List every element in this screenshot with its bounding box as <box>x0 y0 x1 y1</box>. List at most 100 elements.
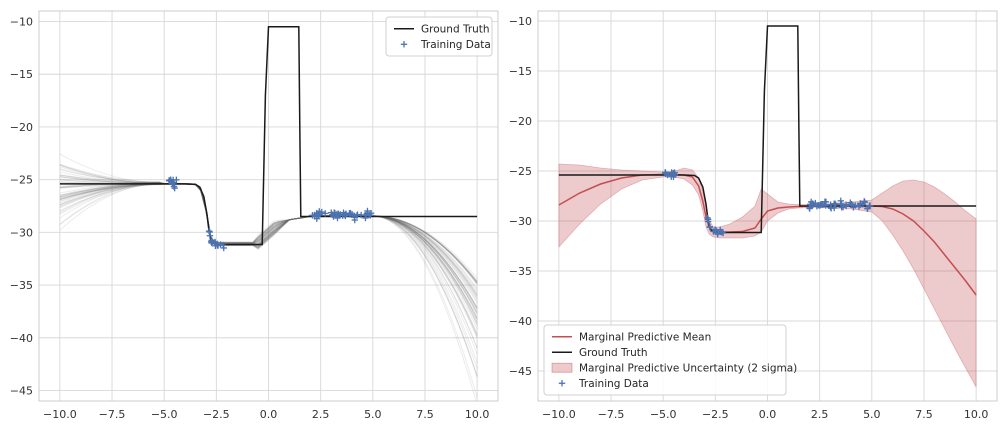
sample-line <box>59 183 478 297</box>
sample-line <box>59 183 478 319</box>
sample-line <box>59 182 478 282</box>
left-x-tick-label: −7.5 <box>99 408 126 421</box>
training-data-point <box>670 171 677 178</box>
training-data-point <box>852 202 859 209</box>
sample-line <box>59 183 478 369</box>
right-x-tick-label: 10.0 <box>964 408 989 421</box>
sample-line <box>59 176 478 363</box>
sample-line <box>59 183 478 309</box>
training-data-point <box>364 207 371 215</box>
left-legend-box <box>385 16 493 57</box>
sample-line <box>59 164 478 319</box>
sample-line <box>59 182 478 300</box>
sample-line <box>59 181 478 284</box>
sample-line <box>59 183 478 312</box>
right-legend-swatch-marker <box>558 380 566 387</box>
right-x-tick-label: −2.5 <box>702 408 729 421</box>
left-y-tick-label: −15 <box>10 68 33 81</box>
sample-line <box>59 153 478 284</box>
left-x-tick-label: 10.0 <box>465 408 490 421</box>
training-data-point <box>704 218 712 225</box>
training-data-point <box>206 228 213 236</box>
left-y-tick-label: −25 <box>10 174 33 187</box>
training-data-point <box>169 176 177 184</box>
training-data-point <box>340 209 347 216</box>
left-y-tick-label: −10 <box>10 16 33 29</box>
left-x-tick-label: 2.5 <box>312 408 330 421</box>
left-legend-swatch-marker <box>400 41 408 48</box>
training-data-point <box>827 201 834 208</box>
sample-line <box>59 164 478 279</box>
left-legend: Ground Truth Training Data <box>385 16 493 57</box>
training-data-point <box>706 223 714 231</box>
uncertainty-band <box>558 163 977 388</box>
sample-line <box>59 176 478 313</box>
right-y-tick-label: −10 <box>509 15 532 28</box>
training-data-point <box>813 202 821 210</box>
training-data-point <box>837 197 844 205</box>
training-data-point <box>806 205 813 212</box>
training-data-point <box>313 215 321 222</box>
training-data-point <box>809 201 816 209</box>
training-data-point <box>842 202 850 210</box>
training-data-point <box>339 212 346 219</box>
training-data-point <box>316 208 323 215</box>
right-legend-label: Training Data <box>578 378 649 390</box>
left-x-tick-label: −2.5 <box>203 408 230 421</box>
sample-line <box>59 182 478 398</box>
sample-line <box>59 163 478 315</box>
sample-line <box>59 183 478 334</box>
left-y-tick-label: −45 <box>10 384 33 397</box>
right-plot-content <box>558 25 977 388</box>
right-x-tick-label: 5.0 <box>863 408 881 421</box>
training-data-point <box>847 199 854 206</box>
training-data-point <box>322 210 329 217</box>
left-x-tick-label: −5.0 <box>151 408 178 421</box>
sample-line <box>59 183 478 308</box>
training-data-point <box>354 211 361 218</box>
sample-line <box>59 174 478 291</box>
right-training-data <box>662 169 874 238</box>
left-axes-frame <box>38 10 499 402</box>
sample-line <box>59 183 477 401</box>
training-data-point <box>309 212 316 219</box>
sample-line <box>59 182 478 297</box>
right-y-tick-label: −25 <box>509 165 532 178</box>
right-legend-box <box>543 324 787 396</box>
training-data-point <box>328 209 335 216</box>
left-panel: −10.0 −7.5 −5.0 −2.5 0.0 2.5 5.0 7.5 10.0 −10 −15 −… <box>10 10 499 421</box>
right-x-tick-label: −5.0 <box>650 408 677 421</box>
sample-line <box>59 181 478 286</box>
right-x-tick-label: −7.5 <box>598 408 625 421</box>
sample-line <box>59 171 478 323</box>
sample-line <box>59 182 478 295</box>
sample-line <box>59 183 478 309</box>
training-data-point <box>214 242 222 249</box>
training-data-point <box>855 203 863 210</box>
training-data-point <box>207 238 215 246</box>
sample-lines <box>59 153 478 401</box>
training-data-point <box>362 212 369 219</box>
training-data-point <box>821 198 829 205</box>
training-data-point <box>710 228 717 235</box>
sample-line <box>59 168 478 349</box>
training-data-point <box>315 211 322 219</box>
right-y-tick-label: −45 <box>509 365 532 378</box>
sample-line <box>59 183 478 318</box>
sample-line <box>59 183 478 339</box>
right-legend-swatch-patch <box>551 362 573 373</box>
training-data-point <box>838 204 845 211</box>
sample-line <box>59 181 478 314</box>
training-data-point <box>170 183 178 190</box>
left-y-tick-label: −30 <box>10 226 33 239</box>
training-data-point <box>717 228 725 236</box>
left-plot-content <box>59 26 478 401</box>
sample-line <box>59 182 478 283</box>
right-panel: −10.0 −7.5 −5.0 −2.5 0.0 2.5 5.0 7.5 10.0 −10 −15 −… <box>509 10 998 421</box>
right-legend: Marginal Predictive Mean Ground Truth Marg… <box>543 324 797 396</box>
sample-line <box>59 183 478 330</box>
sample-line <box>59 178 478 315</box>
left-y-tick-label: −20 <box>10 121 33 134</box>
sample-line <box>59 182 478 325</box>
